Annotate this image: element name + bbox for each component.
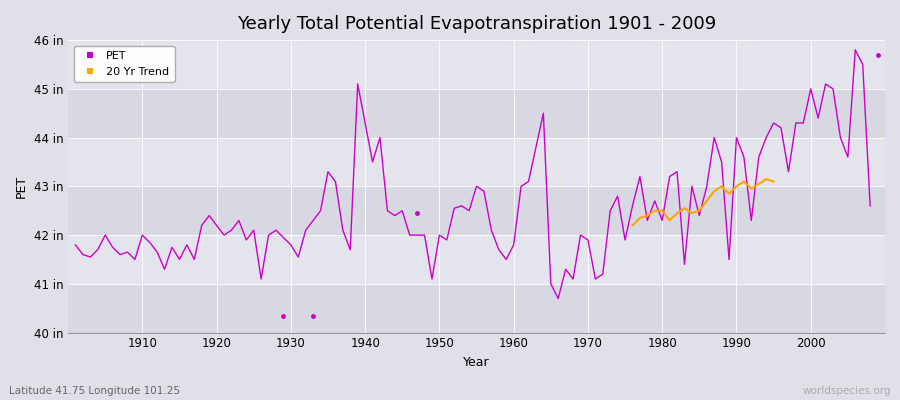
Bar [68,284,885,332]
Title: Yearly Total Potential Evapotranspiration 1901 - 2009: Yearly Total Potential Evapotranspiratio… [237,15,716,33]
Bar [68,138,885,186]
Y-axis label: PET: PET [15,175,28,198]
Bar [68,186,885,235]
Bar [68,235,885,284]
Text: worldspecies.org: worldspecies.org [803,386,891,396]
Text: Latitude 41.75 Longitude 101.25: Latitude 41.75 Longitude 101.25 [9,386,180,396]
Bar [68,89,885,138]
X-axis label: Year: Year [464,356,490,369]
Legend: PET, 20 Yr Trend: PET, 20 Yr Trend [74,46,175,82]
Bar [68,40,885,89]
